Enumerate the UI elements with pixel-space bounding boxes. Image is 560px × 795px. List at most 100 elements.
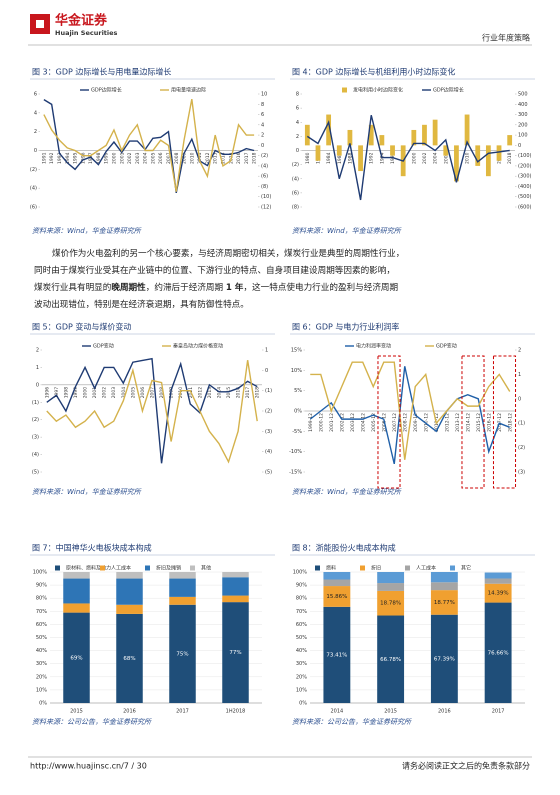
x-tick-label: 2000 — [111, 152, 117, 164]
x-tick-label: 1992 — [49, 152, 55, 164]
bar-segment — [323, 606, 351, 703]
legend-label: 发电利用小时边际变化 — [353, 87, 403, 94]
y-tick-label: (2) — [292, 162, 299, 168]
x-tick-label: 2008-12 — [402, 413, 408, 432]
y-tick-label: 6 — [296, 106, 299, 112]
y-tick-label: 10% — [296, 687, 307, 693]
series-line — [46, 357, 258, 464]
paragraph-line: 波动出现错位，特别是在经济衰退期，具有防御性特点。 — [34, 298, 249, 310]
x-tick-label: 2008 — [174, 152, 180, 164]
bar-segment — [484, 572, 512, 579]
x-tick-label: 2007 — [150, 387, 156, 399]
y2-tick-label: (1) — [265, 388, 272, 394]
y-tick-label: (3) — [32, 435, 39, 441]
y2-tick-label: 0 — [518, 143, 521, 149]
x-tick-label: 2014 — [331, 709, 344, 715]
x-tick-label: 2009-12 — [413, 413, 419, 432]
x-tick-label: 2001 — [92, 387, 98, 399]
y-tick-label: 100% — [293, 570, 308, 576]
text-run: 波动出现错位，特别是在经济衰退期，具有防御性特点。 — [34, 298, 249, 310]
y-tick-label: 0 — [34, 148, 37, 154]
y-tick-label: 8 — [296, 92, 299, 98]
legend-label: 电力利润率变动 — [356, 343, 391, 350]
x-tick-label: 1999-12 — [308, 413, 314, 432]
x-tick-label: 1998 — [96, 152, 102, 164]
y2-tick-label: 0 — [265, 368, 268, 374]
chart: 0% 10% 20% 30% 40% 50% 60% 70% 80% 90% 100% 2015 201… — [33, 565, 262, 715]
logo-text: 华金证券 — [55, 13, 108, 29]
x-tick-label: 1996 — [44, 387, 50, 399]
x-tick-label: 2017 — [492, 709, 505, 715]
chart: 2 1 0 (1) (2) (3) (4) (5) 1 0 (1) (2) (3) (4) (5) 1996 1… — [32, 343, 272, 476]
x-tick-label: 2013 — [213, 152, 219, 164]
bar-segment — [222, 572, 249, 578]
y-tick-label: -5% — [292, 429, 302, 435]
x-tick-label: 2018 — [252, 152, 258, 164]
legend-label: GDP变动 — [436, 343, 457, 350]
x-tick-label: 2008 — [159, 387, 165, 399]
section-name: 行业年度策略 — [482, 33, 530, 43]
y-tick-label: 30% — [296, 661, 307, 667]
x-tick-label: 2016 — [236, 387, 242, 399]
y-tick-label: 70% — [296, 609, 307, 615]
data-label: 18.78% — [380, 601, 401, 607]
data-label: 66.78% — [380, 657, 401, 663]
x-tick-label: 2010 — [189, 152, 195, 164]
bar — [454, 145, 459, 182]
x-tick-label: 2018 — [255, 387, 261, 399]
x-tick-label: 2000-12 — [318, 413, 324, 432]
data-label: 73.41% — [326, 652, 347, 658]
bar-segment — [484, 583, 512, 603]
figure-source: 资料来源：公司公告，华金证券研究所 — [32, 718, 152, 726]
y-tick-label: 80% — [36, 596, 47, 602]
legend-label: 燃料 — [326, 565, 336, 572]
y2-tick-label: (10) — [261, 194, 271, 200]
y2-tick-label: (2) — [261, 153, 268, 159]
y-tick-label: 15% — [291, 348, 302, 354]
bar — [390, 145, 395, 156]
x-tick-label: 1999 — [73, 387, 79, 399]
y2-tick-label: (12) — [261, 205, 271, 211]
y-tick-label: -10% — [289, 449, 302, 455]
series-line — [43, 99, 255, 194]
bar-segment — [222, 595, 249, 603]
y-tick-label: 30% — [36, 661, 47, 667]
y-tick-label: 60% — [296, 622, 307, 628]
text-run: 煤炭行业具有明显的 — [34, 281, 111, 293]
y2-tick-label: (300) — [518, 174, 531, 180]
y-tick-label: 40% — [296, 648, 307, 654]
x-tick-label: 2000 — [83, 387, 89, 399]
y-tick-label: 2 — [296, 134, 299, 140]
x-tick-label: 2017 — [176, 709, 189, 715]
bar — [411, 129, 417, 146]
y2-tick-label: (100) — [518, 153, 531, 159]
chart: 8 6 4 2 0 (2) (4) (6) (8) 500 400 300 200 100 0 (100) (2… — [292, 87, 532, 211]
footer-disclaimer: 请务必阅读正文之后的免责条款部分 — [402, 761, 530, 771]
x-tick-label: 2009 — [169, 387, 175, 399]
y-tick-label: (4) — [32, 452, 39, 458]
y2-tick-label: (2) — [518, 445, 525, 451]
paragraph-line: 煤炭行业具有明显的晚周期性，约滞后于经济周期 1 年，这一特点使电力行业的盈利与… — [34, 281, 398, 293]
figure-title: 图 8：浙能股份火电成本构成 — [292, 543, 396, 553]
highlight-box — [377, 355, 401, 489]
logo: 华金证券 Huajin Securities — [30, 13, 118, 37]
x-tick-label: 1986 — [337, 152, 343, 164]
chart: 0% 10% 20% 30% 40% 50% 60% 70% 80% 90% 100% 2014 201… — [293, 565, 525, 715]
bar-segment — [63, 603, 90, 613]
bar-segment — [377, 572, 405, 584]
y2-tick-label: 10 — [261, 92, 267, 98]
y-tick-label: (2) — [30, 167, 37, 173]
bar — [475, 145, 481, 166]
x-tick-label: 2004 — [121, 387, 127, 399]
bar-segment — [484, 578, 512, 584]
legend-swatch — [190, 565, 195, 571]
bar — [422, 124, 427, 146]
bar-segment — [169, 596, 196, 605]
x-tick-label: 1995 — [73, 152, 79, 164]
text-run: 1 年 — [226, 281, 244, 293]
y-tick-label: (1) — [32, 400, 39, 406]
logo-icon-inner — [36, 20, 44, 28]
y-tick-label: (6) — [292, 190, 299, 196]
legend-swatch — [405, 565, 410, 571]
